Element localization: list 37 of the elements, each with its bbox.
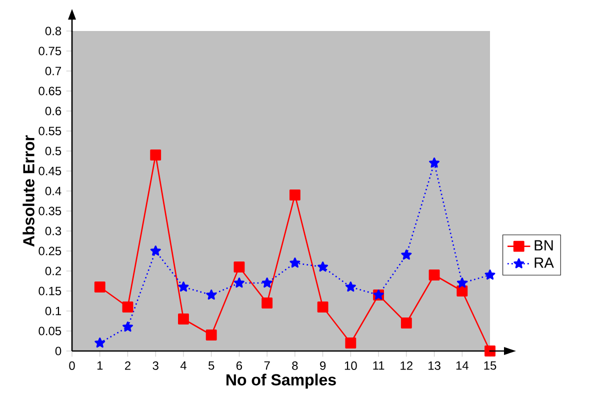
y-tick-label: 0.6 — [45, 106, 62, 116]
x-axis-title: No of Samples — [226, 374, 336, 389]
y-tick-label: 0.3 — [45, 226, 62, 236]
x-tick-label: 14 — [456, 361, 468, 370]
x-tick-label: 3 — [152, 361, 158, 370]
x-tick-label: 15 — [484, 361, 496, 370]
x-tick-label: 4 — [180, 361, 186, 370]
x-tick-label: 8 — [292, 361, 298, 370]
legend-label: BN — [534, 240, 553, 250]
x-tick-label: 6 — [236, 361, 242, 370]
y-tick-label: 0.8 — [45, 26, 62, 36]
x-tick-label: 10 — [344, 361, 357, 370]
y-tick-label: 0.35 — [38, 206, 62, 216]
x-tick-label: 2 — [125, 361, 130, 370]
y-tick-label: 0.2 — [45, 266, 61, 276]
y-tick-label: 0.4 — [45, 186, 62, 196]
y-tick-label: 0.7 — [45, 66, 61, 76]
y-tick-label: 0.05 — [38, 326, 62, 336]
y-tick-label: 0.45 — [38, 166, 62, 176]
x-tick-label: 12 — [400, 361, 412, 370]
y-axis-title: Absolute Error — [22, 135, 34, 247]
y-tick-label: 0.1 — [45, 306, 62, 316]
x-tick-label: 13 — [428, 361, 440, 370]
x-tick-label: 5 — [208, 361, 214, 370]
x-tick-label: 11 — [373, 361, 384, 370]
legend-label: RA — [534, 258, 554, 268]
y-tick-label: 0.75 — [38, 46, 62, 56]
y-tick-label: 0.15 — [38, 286, 62, 296]
y-tick-label: 0.65 — [38, 86, 62, 96]
y-tick-label: 0.25 — [38, 246, 62, 256]
y-tick-label: 0 — [55, 346, 62, 356]
x-tick-label: 1 — [97, 361, 103, 370]
y-tick-label: 0.55 — [38, 126, 62, 136]
x-tick-label: 0 — [69, 361, 75, 370]
y-tick-label: 0.5 — [45, 146, 62, 156]
x-tick-label: 9 — [320, 361, 326, 370]
x-tick-label: 7 — [264, 361, 270, 370]
